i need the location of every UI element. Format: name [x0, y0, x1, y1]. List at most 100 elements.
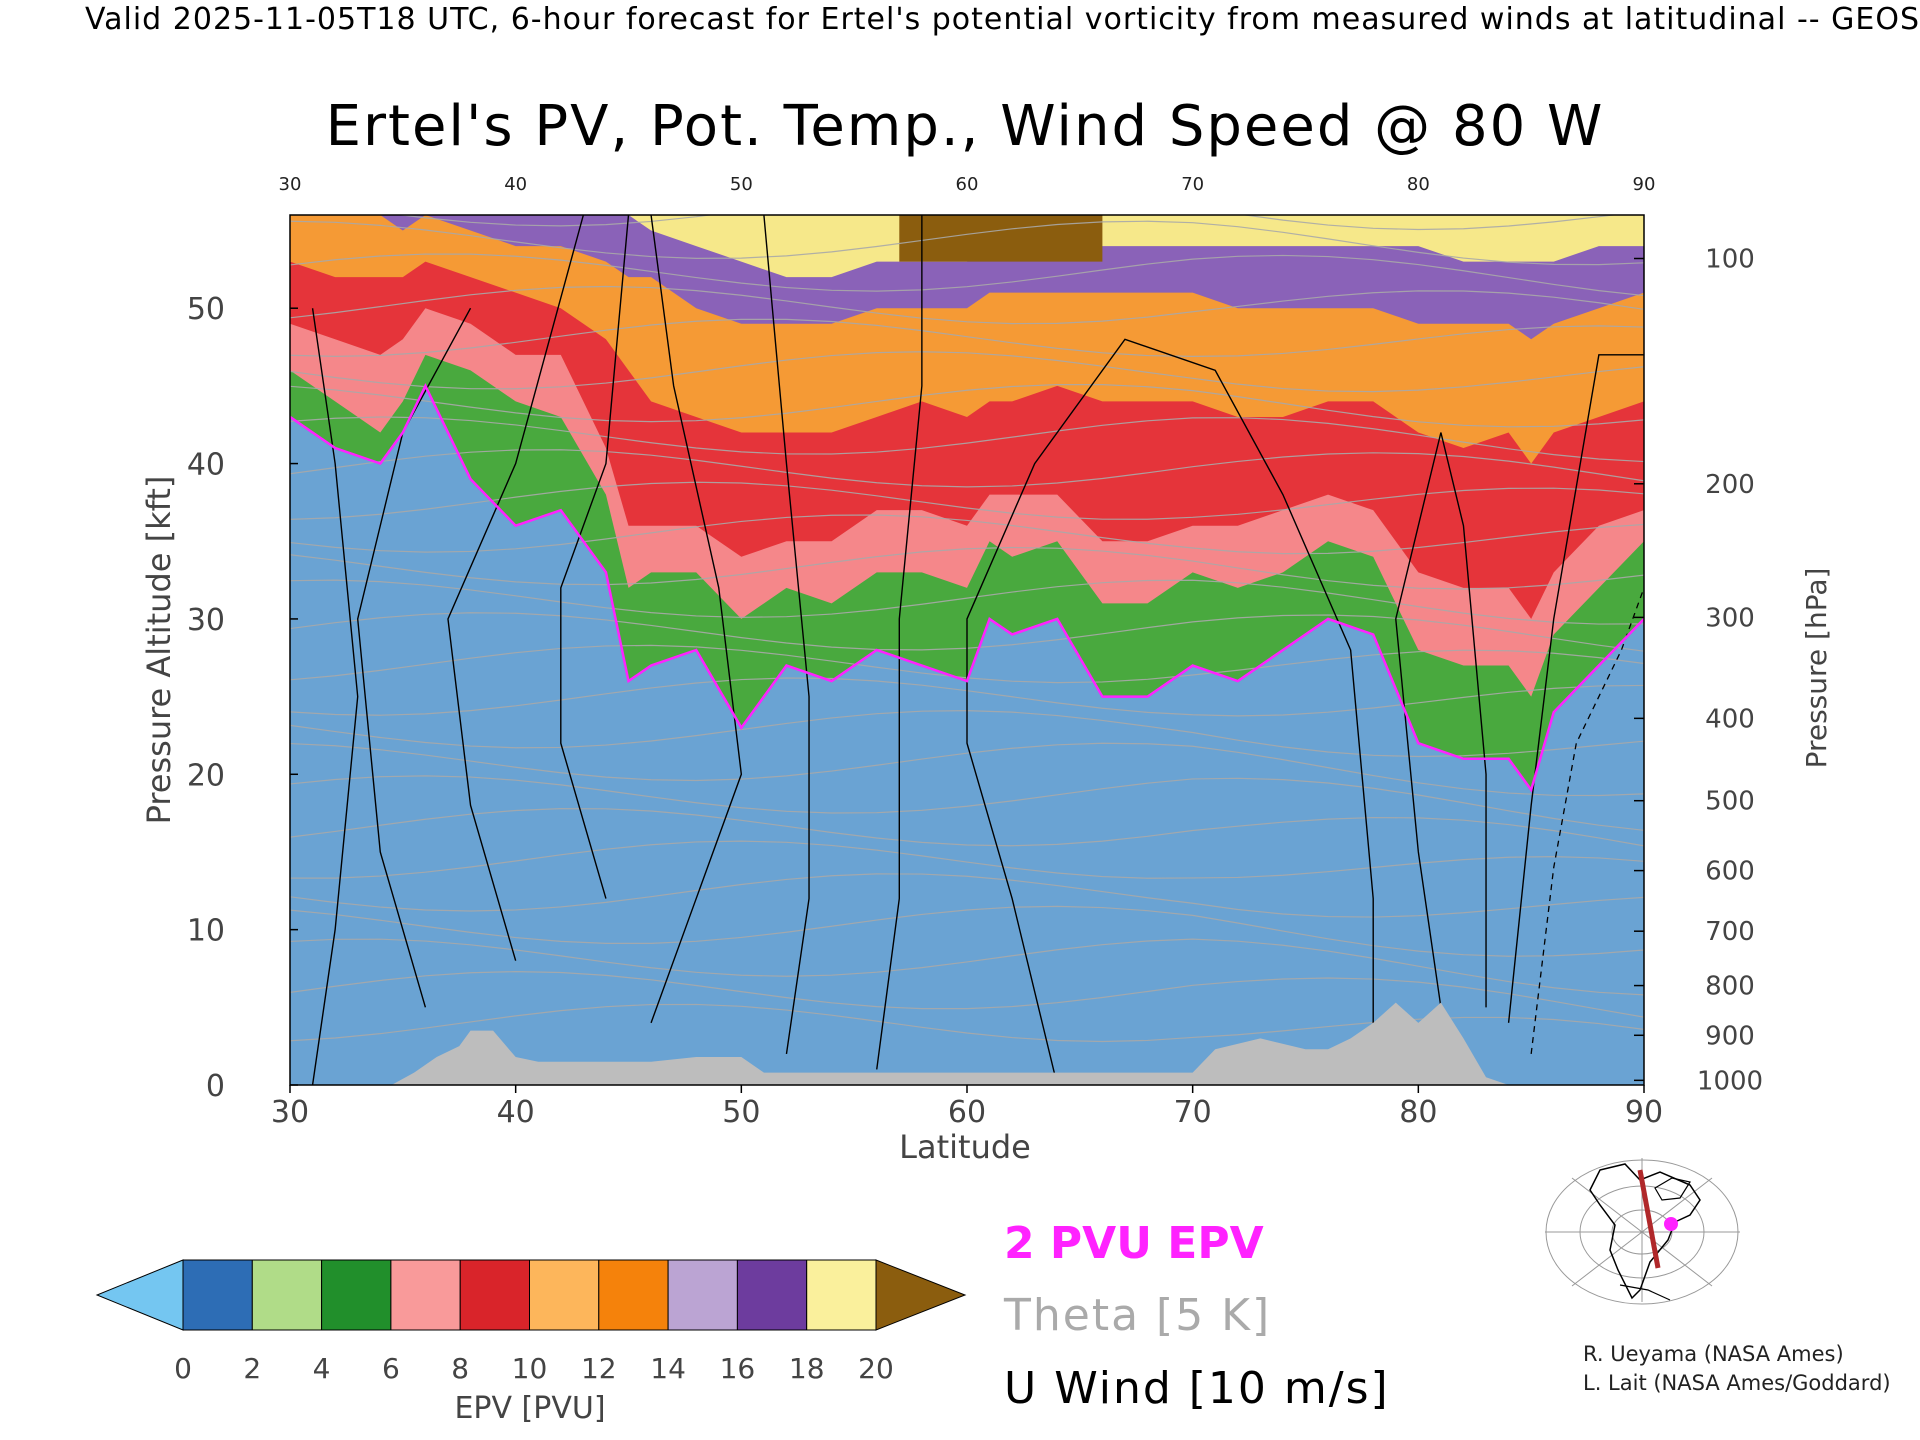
theta-contour: [290, 970, 1644, 1018]
tropopause-2pvu-line: [290, 383, 1644, 793]
y-tick-label: 20: [187, 758, 225, 793]
pressure-tick-label: 500: [1705, 787, 1755, 817]
y-axis-label: Pressure Altitude [kft]: [140, 476, 178, 825]
x-tick-label: 40: [497, 1095, 535, 1130]
theta-contour: [290, 481, 1644, 520]
topography: [290, 1002, 1644, 1085]
colorbar-segment: [390, 1259, 461, 1331]
u-wind-contour: [650, 215, 743, 1024]
colorbar-tick-label: 4: [313, 1352, 331, 1385]
colorbar-tick-label: 0: [174, 1352, 192, 1385]
y2-axis-label: Pressure [hPa]: [1800, 568, 1833, 769]
theta-contour: [290, 253, 1644, 297]
theta-contour: [290, 1003, 1644, 1043]
x-tick-label-top: 60: [956, 174, 979, 195]
x-tick-label: 30: [271, 1095, 309, 1130]
theta-contour: [290, 383, 1644, 428]
u-wind-contour: [447, 215, 585, 961]
x-tick-label: 80: [1399, 1095, 1437, 1130]
pressure-tick-label: 200: [1705, 470, 1755, 500]
u-wind-contours: [311, 215, 1644, 1085]
colorbar-tick-label: 16: [720, 1352, 756, 1385]
y-axis-left: 0 10 20 30 40 50: [187, 292, 298, 1104]
colorbar-under-arrow: [95, 1259, 184, 1331]
pressure-tick-label: 900: [1705, 1021, 1755, 1051]
theta-contour: [290, 318, 1644, 357]
theta-contour: [290, 579, 1644, 625]
x-tick-label-top: 30: [279, 174, 302, 195]
inset-map: [1545, 1155, 1740, 1305]
colorbar-segment: [667, 1259, 738, 1331]
pressure-tick-label: 800: [1705, 972, 1755, 1002]
u-wind-contour: [311, 308, 359, 1085]
cross-section-line: [1637, 1169, 1661, 1269]
credit-line-2: L. Lait (NASA Ames/Goddard): [1583, 1371, 1891, 1395]
x-tick-label: 90: [1625, 1095, 1663, 1130]
pressure-tick-label: 1000: [1697, 1066, 1763, 1096]
x-axis-label: Latitude: [899, 1128, 1031, 1166]
theta-contour: [290, 938, 1644, 996]
u-wind-contour: [966, 338, 1374, 1085]
x-tick-label-top: 80: [1407, 174, 1430, 195]
theta-contour: [290, 514, 1644, 555]
colorbar-segment: [529, 1259, 600, 1331]
x-tick-label: 70: [1174, 1095, 1212, 1130]
location-marker: [1664, 1217, 1678, 1231]
theta-contour: [290, 840, 1644, 879]
colorbar: 0 2 4 6 8 10 12 14 16 18 20: [95, 1259, 967, 1385]
theta-contour: [290, 873, 1644, 918]
theta-contour: [290, 449, 1644, 488]
plot-area: [290, 215, 1644, 1085]
theta-contour: [290, 742, 1644, 797]
x-tick-label-top: 50: [730, 174, 753, 195]
colorbar-label: EPV [PVU]: [454, 1391, 605, 1426]
pressure-tick-label: 300: [1705, 603, 1755, 633]
pressure-tick-label: 100: [1705, 245, 1755, 275]
colorbar-segment: [459, 1259, 531, 1331]
forecast-valid-line: Valid 2025-11-05T18 UTC, 6-hour forecast…: [84, 2, 1920, 37]
u-wind-contour: [876, 215, 923, 1070]
legend-uwind: U Wind [10 m/s]: [1004, 1363, 1390, 1414]
colorbar-segment: [806, 1259, 877, 1331]
colorbar-over-arrow: [875, 1259, 967, 1331]
pressure-tick-label: 400: [1705, 704, 1755, 734]
u-wind-contour-negative: [1530, 587, 1644, 1055]
pressure-tick-label: 600: [1705, 857, 1755, 887]
x-tick-label: 60: [948, 1095, 986, 1130]
y-tick-label: 0: [206, 1069, 225, 1104]
colorbar-segment: [182, 1259, 253, 1331]
x-tick-label-top: 70: [1181, 174, 1204, 195]
y-axis-right-pressure: 100 200 300 400 500 600 700 800 900 1000: [1634, 245, 1763, 1096]
colorbar-tick-label: 6: [382, 1352, 400, 1385]
theta-contour: [397, 215, 1619, 231]
y-tick-label: 10: [187, 914, 225, 949]
x-tick-label: 50: [722, 1095, 760, 1130]
theta-contour: [290, 546, 1644, 590]
colorbar-tick-label: 14: [650, 1352, 686, 1385]
theta-contour: [290, 416, 1644, 463]
u-wind-contour: [356, 307, 472, 1008]
theta-contour: [290, 220, 1644, 266]
u-wind-contour: [763, 215, 810, 1055]
credit-line-1: R. Ueyama (NASA Ames): [1583, 1342, 1844, 1366]
colorbar-tick-label: 18: [789, 1352, 825, 1385]
x-axis-top: 30 40 50 60 70 80 90: [279, 174, 1656, 195]
u-wind-contour: [560, 215, 630, 899]
theta-contour: [290, 775, 1644, 831]
u-wind-contour: [1395, 432, 1487, 1008]
legend-theta: Theta [5 K]: [1003, 1290, 1271, 1341]
colorbar-tick-label: 20: [858, 1352, 894, 1385]
legend-2pvu: 2 PVU EPV: [1004, 1218, 1264, 1269]
x-tick-label-top: 40: [504, 174, 527, 195]
x-axis-bottom: 30 40 50 60 70 80 90: [271, 1085, 1663, 1130]
colorbar-segment: [736, 1259, 808, 1331]
theta-contour: [290, 351, 1644, 393]
x-tick-label-top: 90: [1633, 174, 1656, 195]
pv-band-max: [899, 215, 1103, 262]
pv-band-14-18: [290, 215, 1644, 340]
theta-contour: [290, 808, 1644, 847]
colorbar-segment: [321, 1259, 392, 1331]
u-wind-contour: [1507, 354, 1644, 1023]
